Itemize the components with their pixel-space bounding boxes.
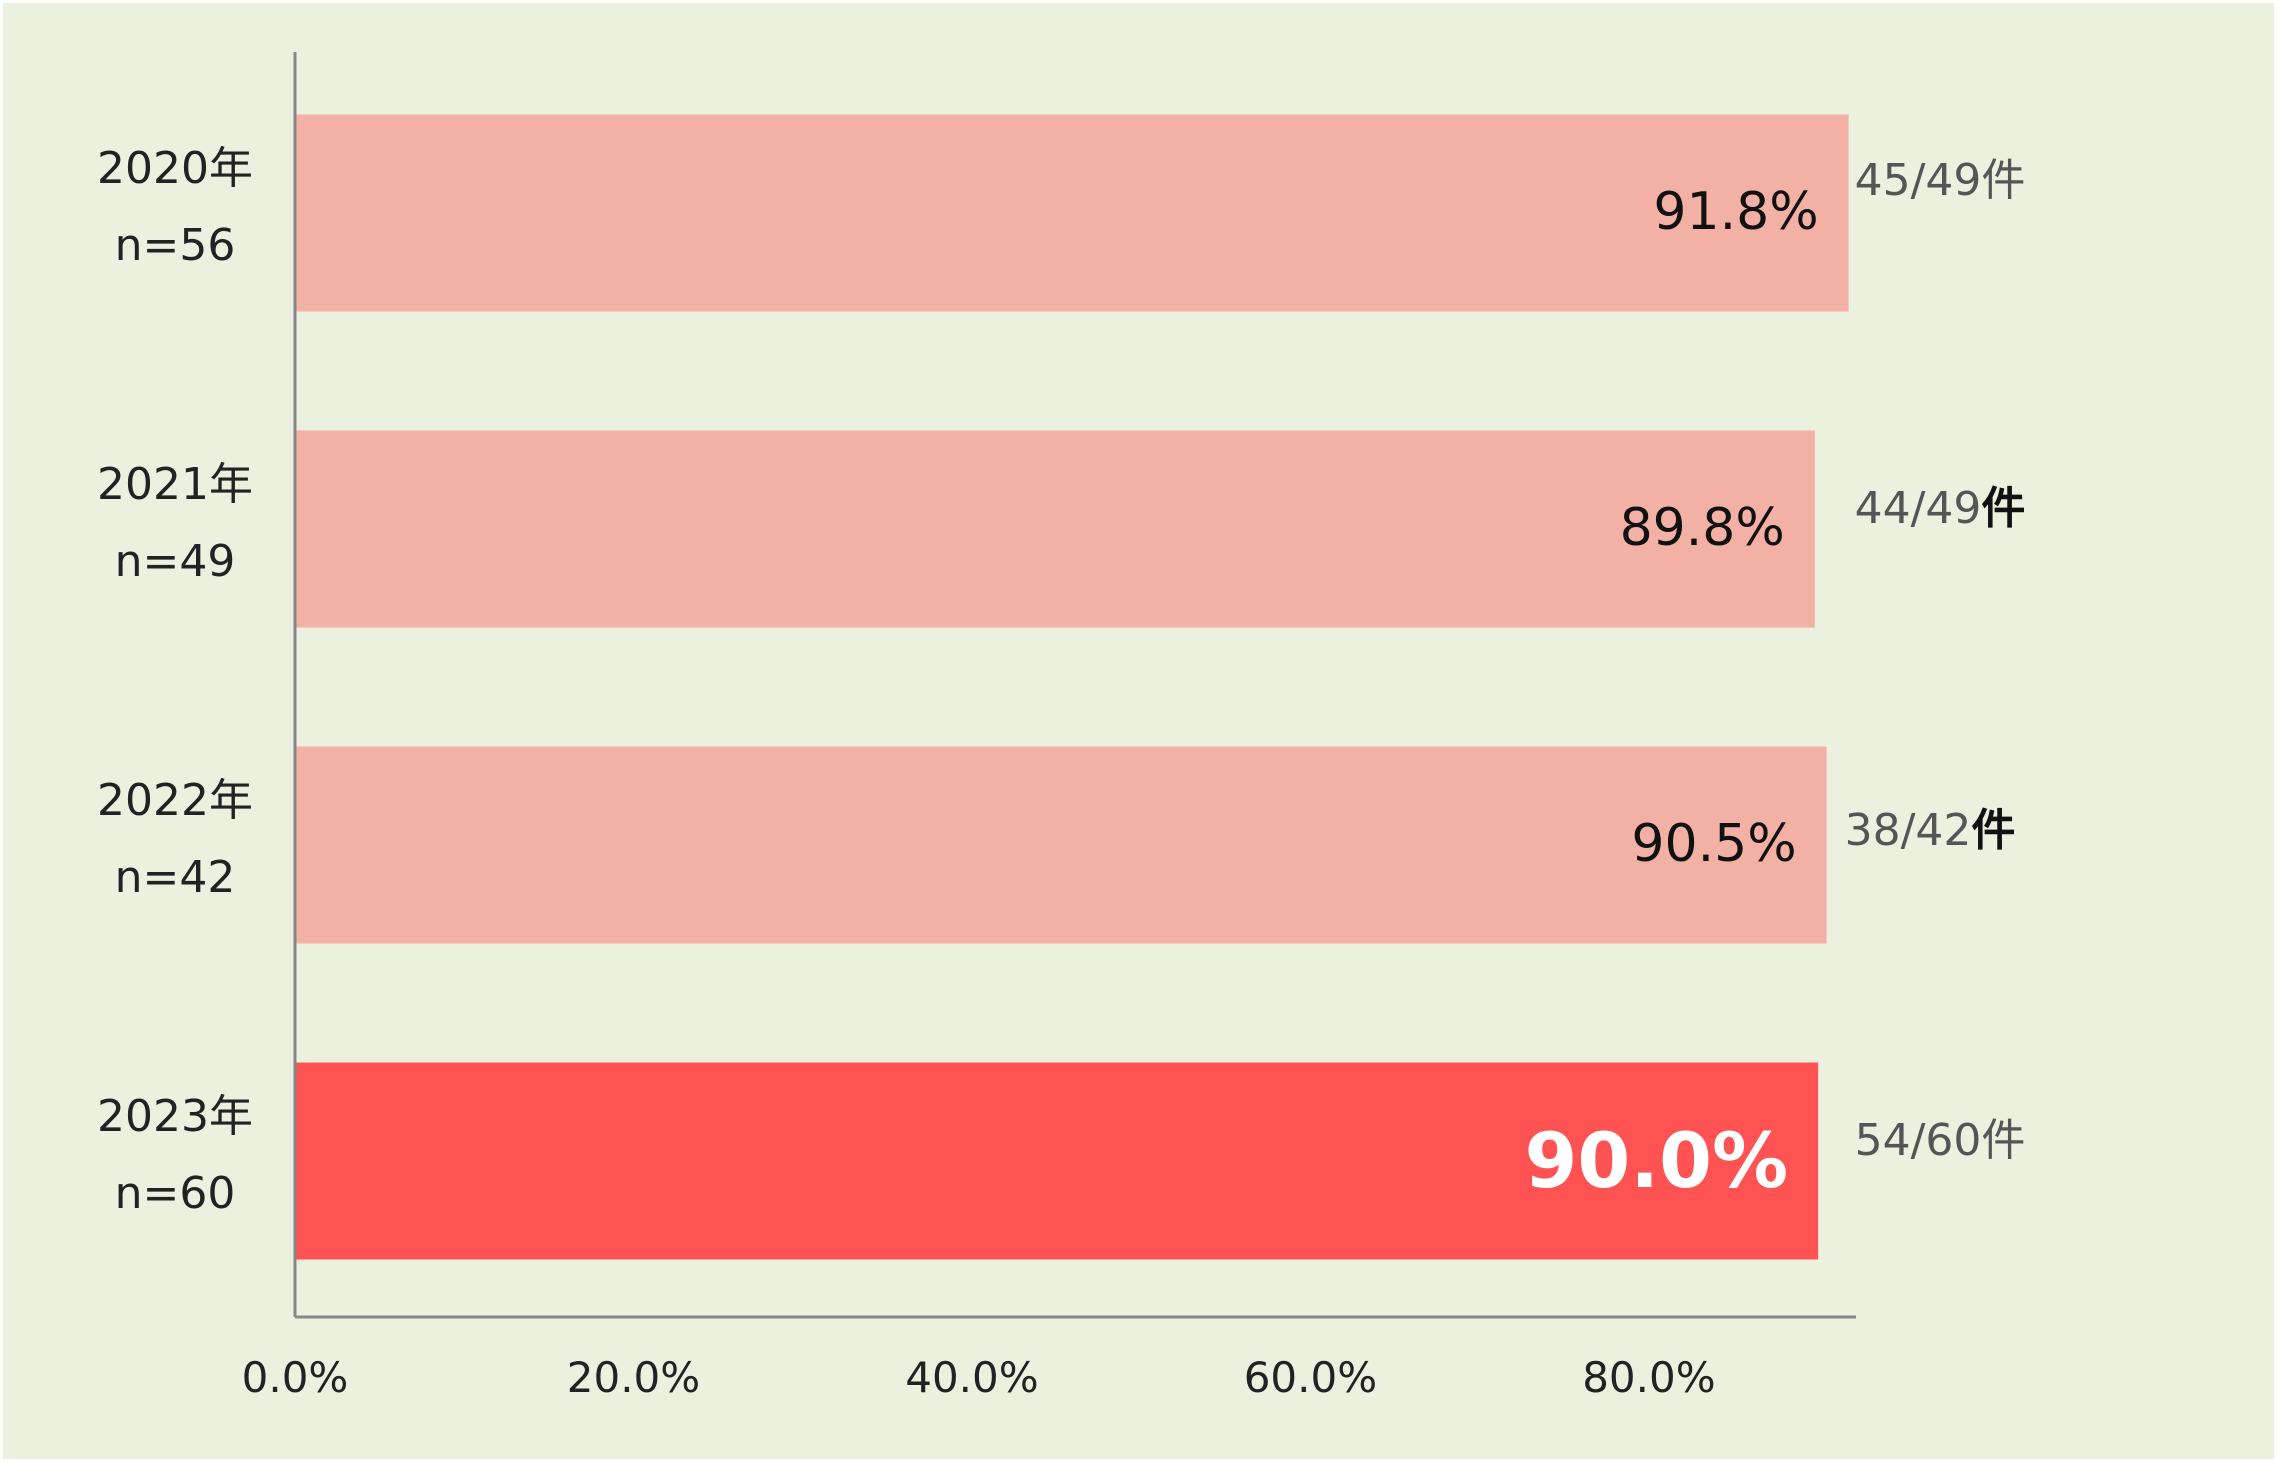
x-tick-label-1: 20.0% bbox=[567, 1353, 700, 1402]
count-unit: 件 bbox=[1971, 805, 2015, 856]
count-label-2: 38/42件 bbox=[1845, 805, 2016, 856]
count-unit: 件 bbox=[1981, 1115, 2025, 1166]
count-value: 45/49 bbox=[1855, 155, 1982, 206]
category-n-label-3: n=60 bbox=[115, 1168, 236, 1219]
x-tick-label-0: 0.0% bbox=[242, 1353, 349, 1402]
category-n-label-0: n=56 bbox=[115, 220, 236, 271]
bar-value-label-1: 89.8% bbox=[1620, 498, 1785, 558]
x-tick-label-4: 80.0% bbox=[1582, 1353, 1715, 1402]
count-unit: 件 bbox=[1981, 155, 2025, 206]
value-labels-group: 91.8% 89.8% 90.5% 90.0% bbox=[1524, 182, 1818, 1205]
bar-2 bbox=[295, 746, 1827, 944]
count-label-1: 44/49件 bbox=[1855, 483, 2026, 534]
x-tick-label-3: 60.0% bbox=[1244, 1353, 1377, 1402]
category-year-label-3: 2023年 bbox=[97, 1091, 253, 1142]
category-year-label-2: 2022年 bbox=[97, 775, 253, 826]
count-unit: 件 bbox=[1981, 483, 2025, 534]
bar-3 bbox=[295, 1062, 1819, 1260]
axes-group bbox=[293, 52, 1856, 1319]
count-label-0: 45/49件 bbox=[1855, 155, 2026, 206]
category-n-label-2: n=42 bbox=[115, 852, 236, 903]
category-labels-group: 2020年 n=56 2021年 n=49 2022年 n=42 2023年 n=60 bbox=[97, 143, 253, 1219]
bar-value-label-2: 90.5% bbox=[1631, 814, 1796, 874]
category-n-label-1: n=49 bbox=[115, 536, 236, 587]
count-value: 38/42 bbox=[1845, 805, 1972, 856]
bar-0 bbox=[295, 114, 1849, 312]
count-label-3: 54/60件 bbox=[1855, 1115, 2026, 1166]
bar-value-label-3: 90.0% bbox=[1524, 1116, 1788, 1205]
category-year-label-0: 2020年 bbox=[97, 143, 253, 194]
x-tick-label-2: 40.0% bbox=[905, 1353, 1038, 1402]
bar-1 bbox=[295, 430, 1815, 628]
count-value: 54/60 bbox=[1855, 1115, 1982, 1166]
count-value: 44/49 bbox=[1855, 483, 1982, 534]
category-year-label-1: 2021年 bbox=[97, 459, 253, 510]
bars-group bbox=[295, 114, 1849, 1260]
x-tick-labels-group: 0.0% 20.0% 40.0% 60.0% 80.0% bbox=[242, 1353, 1716, 1402]
bar-value-label-0: 91.8% bbox=[1653, 182, 1818, 242]
